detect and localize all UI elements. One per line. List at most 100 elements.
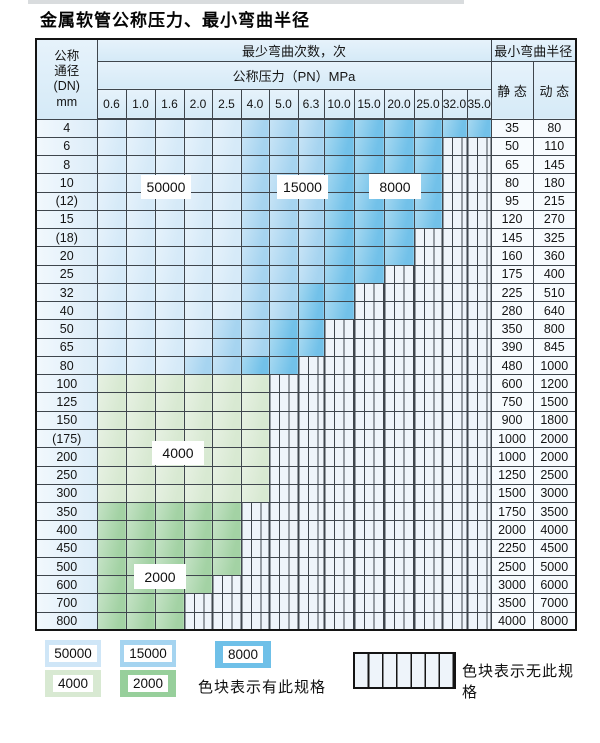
- dn-cell: 800: [35, 611, 98, 631]
- spec-cell-colored: [154, 465, 185, 485]
- spec-cell-hatched: [297, 465, 325, 485]
- legend-swatch-label: 4000: [52, 675, 94, 692]
- spec-cell-colored: [183, 520, 213, 540]
- zone-label-2000: 2000: [135, 565, 185, 588]
- spec-cell-hatched: [211, 611, 242, 631]
- dn-cell: 20: [35, 246, 98, 266]
- spec-cell-colored: [183, 228, 213, 248]
- page-title: 金属软管公称压力、最小弯曲半径: [40, 11, 310, 31]
- spec-cell-colored: [413, 209, 443, 230]
- spec-cell-colored: [96, 465, 127, 485]
- spec-cell-hatched: [297, 392, 325, 412]
- spec-cell-hatched: [466, 502, 492, 522]
- spec-cell-colored: [125, 282, 156, 303]
- spec-cell-hatched: [466, 337, 492, 357]
- spec-cell-hatched: [297, 520, 325, 540]
- spec-cell-colored: [154, 538, 185, 558]
- spec-cell-hatched: [323, 502, 355, 522]
- spec-cell-colored: [268, 337, 299, 357]
- spec-cell-colored: [323, 228, 355, 248]
- spec-cell-colored: [211, 355, 242, 376]
- spec-cell-colored: [125, 209, 156, 230]
- spec-cell-hatched: [413, 246, 443, 266]
- spec-cell-colored: [96, 118, 127, 138]
- spec-cell-hatched: [268, 374, 299, 394]
- spec-cell-colored: [240, 447, 270, 467]
- static-value-cell: 80: [490, 173, 534, 193]
- spec-cell-colored: [297, 136, 325, 157]
- spec-cell-colored: [154, 410, 185, 431]
- spec-cell-hatched: [413, 410, 443, 431]
- spec-cell-colored: [96, 538, 127, 558]
- dynamic-value-cell: 400: [532, 264, 577, 284]
- spec-cell-colored: [323, 191, 355, 211]
- spec-cell-hatched: [323, 392, 355, 412]
- table-row: 65 390 845: [35, 337, 577, 357]
- spec-cell-colored: [125, 593, 156, 613]
- spec-cell-hatched: [353, 374, 385, 394]
- spec-cell-colored: [154, 502, 185, 522]
- dn-cell: 40: [35, 301, 98, 321]
- spec-cell-colored: [297, 337, 325, 357]
- static-value-cell: 750: [490, 392, 534, 412]
- spec-cell-colored: [125, 502, 156, 522]
- static-value-cell: 1750: [490, 502, 534, 522]
- spec-cell-colored: [125, 447, 156, 467]
- spec-cell-colored: [154, 392, 185, 412]
- spec-cell-colored: [183, 502, 213, 522]
- spec-cell-hatched: [323, 355, 355, 376]
- dynamic-value-cell: 6000: [532, 575, 577, 595]
- static-value-cell: 1500: [490, 483, 534, 504]
- dn-cell: 6: [35, 136, 98, 157]
- pressure-value-header: 6.3: [297, 88, 325, 120]
- dn-cell: 50: [35, 319, 98, 339]
- static-value-cell: 1000: [490, 429, 534, 449]
- spec-cell-colored: [154, 118, 185, 138]
- spec-cell-hatched: [353, 593, 385, 613]
- spec-cell-hatched: [413, 282, 443, 303]
- zone-label-50000: 50000: [142, 176, 190, 198]
- spec-cell-colored: [125, 319, 156, 339]
- spec-cell-hatched: [323, 447, 355, 467]
- dn-cell: (12): [35, 191, 98, 211]
- spec-cell-colored: [183, 410, 213, 431]
- spec-cell-colored: [154, 611, 185, 631]
- spec-cell-hatched: [466, 301, 492, 321]
- spec-cell-colored: [96, 611, 127, 631]
- dn-cell: 125: [35, 392, 98, 412]
- spec-cell-colored: [297, 264, 325, 284]
- spec-cell-colored: [211, 246, 242, 266]
- spec-cell-hatched: [183, 593, 213, 613]
- spec-cell-colored: [125, 538, 156, 558]
- spec-cell-hatched: [353, 410, 385, 431]
- spec-cell-colored: [268, 209, 299, 230]
- spec-cell-hatched: [323, 337, 355, 357]
- spec-cell-colored: [96, 264, 127, 284]
- spec-cell-hatched: [383, 483, 415, 504]
- spec-cell-colored: [125, 337, 156, 357]
- spec-cell-hatched: [441, 246, 468, 266]
- spec-cell-colored: [96, 392, 127, 412]
- spec-cell-colored: [240, 209, 270, 230]
- spec-cell-hatched: [441, 502, 468, 522]
- spec-cell-hatched: [413, 447, 443, 467]
- spec-cell-colored: [183, 337, 213, 357]
- static-value-cell: 3000: [490, 575, 534, 595]
- spec-cell-colored: [297, 301, 325, 321]
- spec-cell-colored: [297, 155, 325, 175]
- spec-cell-hatched: [441, 191, 468, 211]
- static-value-cell: 35: [490, 118, 534, 138]
- static-value-cell: 350: [490, 319, 534, 339]
- pressure-value-header: 1.0: [125, 88, 156, 120]
- spec-cell-colored: [183, 319, 213, 339]
- spec-cell-hatched: [268, 392, 299, 412]
- dynamic-value-cell: 845: [532, 337, 577, 357]
- spec-cell-hatched: [441, 556, 468, 577]
- spec-cell-colored: [268, 282, 299, 303]
- spec-cell-hatched: [323, 374, 355, 394]
- table-row: 4 35 80: [35, 118, 577, 138]
- spec-cell-colored: [441, 118, 468, 138]
- spec-cell-hatched: [268, 593, 299, 613]
- spec-cell-colored: [183, 483, 213, 504]
- spec-cell-colored: [268, 246, 299, 266]
